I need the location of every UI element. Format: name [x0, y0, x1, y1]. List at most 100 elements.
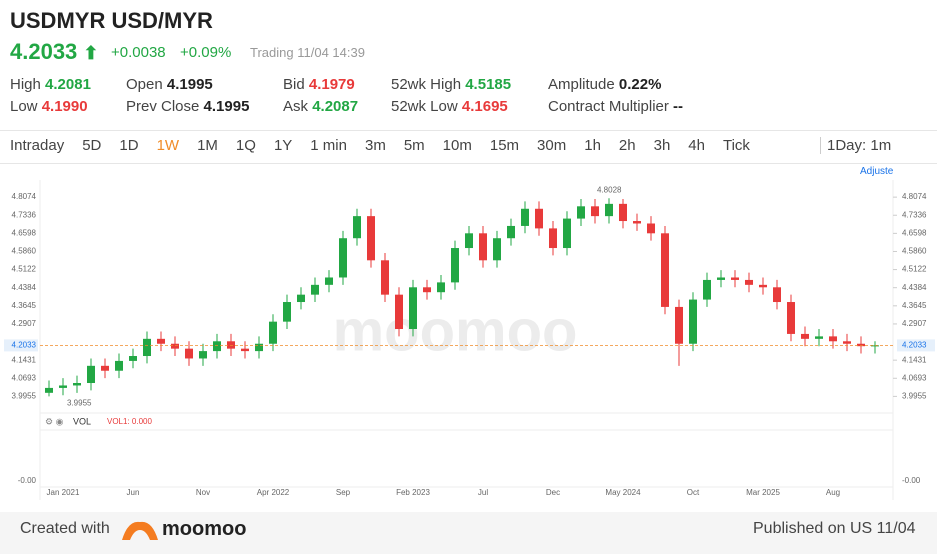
stat-label: Prev Close: [126, 98, 200, 115]
tab[interactable]: 1Y: [273, 137, 293, 154]
candle-body: [87, 365, 95, 384]
x-tick-label: May 2024: [605, 488, 641, 497]
status-text: Trading: [250, 45, 294, 60]
tab[interactable]: 3m: [364, 137, 386, 154]
stat: Ask 4.2087: [283, 98, 358, 115]
tab[interactable]: 5m: [403, 137, 425, 154]
stat-value: 4.2081: [45, 76, 91, 93]
divider: [0, 163, 937, 164]
stat-value: 4.1990: [41, 98, 88, 115]
candle-body: [857, 343, 865, 347]
tab[interactable]: 4h: [688, 137, 705, 154]
stat-label: 52wk High: [391, 76, 462, 93]
tab[interactable]: 30m: [537, 137, 567, 154]
stat: Contract Multiplier --: [548, 98, 683, 115]
stat-value: 4.5185: [465, 76, 512, 93]
chart: moomoo ⚙ ◉ VOL VOL1: 0.000 -0.00 -0.00 4…: [4, 180, 935, 500]
last-price-label: 4.2033: [12, 340, 37, 349]
candle-body: [241, 348, 249, 352]
x-tick-label: Jul: [478, 488, 488, 497]
candle-body: [465, 233, 473, 249]
tab[interactable]: 1D: [119, 137, 139, 154]
y-tick-label: 4.1431: [12, 355, 37, 364]
candle-body: [773, 287, 781, 303]
adjust[interactable]: Adjuste: [860, 166, 894, 177]
tab[interactable]: 5D: [82, 137, 102, 154]
x-tick-label: Mar 2025: [746, 488, 780, 497]
y-tick-label: 4.4384: [902, 283, 927, 292]
x-tick-label: Aug: [826, 488, 840, 497]
y-tick-label: 4.2907: [12, 319, 37, 328]
candle-body: [255, 343, 263, 352]
tab[interactable]: 1M: [197, 137, 218, 154]
tab[interactable]: 15m: [489, 137, 520, 154]
candle-body: [689, 299, 697, 344]
tab[interactable]: 1W: [156, 137, 180, 154]
candle-body: [311, 284, 319, 295]
vol-tick-label: -0.00: [18, 476, 37, 485]
candle-body: [395, 294, 403, 330]
candle-body: [521, 208, 529, 226]
candle-body: [227, 341, 235, 349]
y-tick-label: 4.7336: [12, 210, 37, 219]
footer: Created with moomoo Published on US 11/0…: [0, 512, 937, 554]
candle-body: [787, 302, 795, 334]
stat: Low 4.1990: [10, 98, 88, 115]
candle-body: [661, 233, 669, 307]
tab[interactable]: 1h: [584, 137, 601, 154]
tab[interactable]: 10m: [442, 137, 472, 154]
candle-body: [409, 287, 417, 330]
candle-body: [843, 341, 851, 344]
tab[interactable]: 3h: [653, 137, 671, 154]
tab[interactable]: 2h: [618, 137, 636, 154]
candle-body: [283, 302, 291, 322]
tab[interactable]: Tick: [722, 137, 750, 154]
y-tick-label: 3.9955: [902, 391, 927, 400]
change: +0.0038: [111, 44, 166, 61]
tabs: Intraday 5D 1D 1W 1M 1Q 1Y 1 min 3m 5m 10m 15m 30m 1h…: [10, 137, 768, 154]
tab[interactable]: 1Q: [235, 137, 256, 154]
candle-body: [717, 277, 725, 280]
last-price-label: 4.2033: [902, 340, 927, 349]
candle-body: [577, 206, 585, 219]
y-tick-label: 4.8074: [12, 192, 37, 201]
candle-body: [703, 279, 711, 300]
candle-body: [563, 218, 571, 249]
candle-body: [101, 365, 109, 371]
candle-body: [451, 248, 459, 283]
candle-body: [493, 238, 501, 261]
tab[interactable]: 1 min: [310, 137, 347, 154]
vol-title: VOL: [73, 416, 91, 426]
candle-body: [381, 260, 389, 295]
stat-label: Amplitude: [548, 76, 615, 93]
stat-value: --: [673, 98, 684, 115]
y-tick-label: 4.5860: [12, 247, 37, 256]
stat-label: Contract Multiplier: [548, 98, 669, 115]
y-tick-label: 4.5122: [12, 265, 37, 274]
candle-body: [59, 385, 67, 388]
candle-body: [605, 203, 613, 217]
stat: Amplitude 0.22%: [548, 76, 661, 93]
time: 11/04 14:39: [297, 45, 365, 60]
stat: Prev Close 4.1995: [126, 98, 249, 115]
vol-icons[interactable]: ⚙ ◉: [45, 416, 64, 426]
y-tick-label: 4.3645: [12, 301, 37, 310]
stat: High 4.2081: [10, 76, 91, 93]
stat-label: Low: [10, 98, 38, 115]
last-price-box: [4, 339, 38, 352]
tab[interactable]: Intraday: [10, 137, 65, 154]
candle-body: [535, 208, 543, 229]
candle-body: [45, 387, 53, 393]
candle-body: [507, 225, 515, 239]
y-tick-label: 4.2907: [902, 319, 927, 328]
stat-label: High: [10, 76, 41, 93]
stat-label: Open: [126, 76, 163, 93]
status: Trading 11/04 14:39: [250, 45, 365, 60]
stat-value: 4.1979: [308, 76, 355, 93]
y-tick-label: 4.4384: [12, 283, 37, 292]
price-value: 4.2033: [10, 39, 78, 64]
candle-body: [115, 360, 123, 371]
tab-extra[interactable]: 1Day: 1m: [820, 137, 891, 154]
x-tick-label: Sep: [336, 488, 351, 497]
